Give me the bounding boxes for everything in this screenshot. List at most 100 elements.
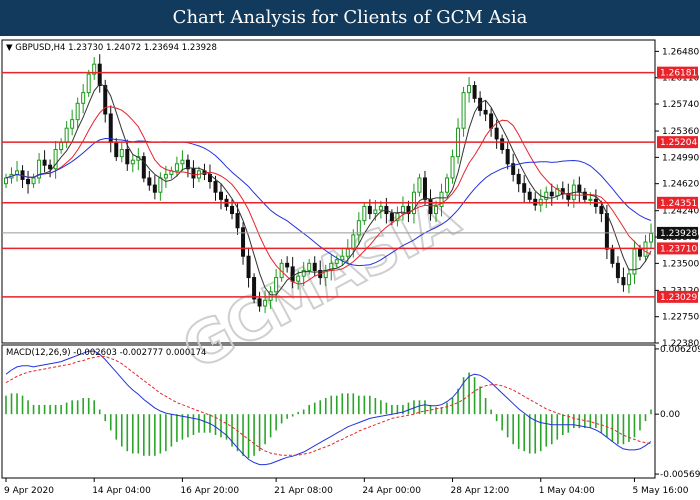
candle-body xyxy=(478,97,483,111)
candle-body xyxy=(467,85,472,94)
candle-body xyxy=(621,277,626,286)
time-tick-label: 28 Apr 12:00 xyxy=(451,486,510,496)
price-tick-label: 1.26480 xyxy=(662,47,699,57)
candle-body xyxy=(296,275,301,282)
price-tick-label: 1.25360 xyxy=(662,127,699,137)
candle-body xyxy=(125,149,130,165)
ma-slow-line xyxy=(5,137,652,267)
level-tag xyxy=(657,136,698,149)
candle-body xyxy=(461,92,466,129)
candle-body xyxy=(494,127,499,140)
candle-body xyxy=(174,163,179,172)
time-tick-label: 9 Apr 2020 xyxy=(4,486,54,496)
macd-info-label: MACD(12,26,9) -0.002603 -0.002777 0.0001… xyxy=(6,348,206,358)
candle-body xyxy=(257,298,262,307)
level-tag xyxy=(657,242,698,255)
level-tag xyxy=(657,196,698,209)
candle-body xyxy=(626,273,631,286)
candle-body xyxy=(86,73,91,94)
candle-body xyxy=(26,178,31,185)
candle-body xyxy=(516,173,521,185)
price-tick-label: 1.22380 xyxy=(662,339,699,349)
macd-tick-label: 0.00 xyxy=(660,410,680,420)
candle-body xyxy=(97,63,102,87)
price-tick-label: 1.23500 xyxy=(662,259,699,269)
candle-body xyxy=(191,168,196,179)
candle-body xyxy=(130,159,135,165)
level-label: 1.26181 xyxy=(660,69,697,79)
candle-body xyxy=(285,262,290,268)
candle-body xyxy=(483,109,488,115)
candle-body xyxy=(505,149,510,165)
candle-body xyxy=(147,177,152,186)
time-tick-label: 5 May 16:00 xyxy=(632,486,688,496)
candle-body xyxy=(81,92,86,104)
candle-body xyxy=(42,159,47,166)
candle-body xyxy=(219,191,223,200)
candle-body xyxy=(158,177,163,193)
candle-body xyxy=(445,177,450,193)
candle-body xyxy=(362,205,367,222)
candle-body xyxy=(334,259,339,264)
candle-body xyxy=(632,248,637,275)
candle-body xyxy=(108,113,113,143)
price-tick-label: 1.24990 xyxy=(662,153,699,163)
candle-body xyxy=(48,164,53,170)
candle-body xyxy=(511,163,516,175)
time-tick-label: 1 May 04:00 xyxy=(539,486,595,496)
price-tick-label: 1.24240 xyxy=(662,207,699,217)
ma-5-line xyxy=(5,83,652,296)
candle-body xyxy=(434,205,438,215)
candle-body xyxy=(649,232,653,243)
price-tick-label: 1.25740 xyxy=(662,100,699,110)
time-tick-label: 21 Apr 08:00 xyxy=(274,486,333,496)
price-tick-label: 1.24620 xyxy=(662,180,699,190)
candle-body xyxy=(588,198,593,201)
price-tick-label: 1.26110 xyxy=(662,74,699,84)
candle-body xyxy=(241,227,246,257)
level-label: 1.23029 xyxy=(660,293,697,303)
macd-pane-frame xyxy=(1,344,656,479)
candle-body xyxy=(119,149,124,158)
candle-body xyxy=(263,299,268,307)
candle-body xyxy=(400,205,405,215)
candle-body xyxy=(274,277,279,293)
level-label: 1.25204 xyxy=(660,138,697,148)
candle-body xyxy=(268,291,273,301)
candle-body xyxy=(450,156,455,179)
candle-body xyxy=(59,141,64,151)
symbol-info-label: ▼ GBPUSD,H4 1.23730 1.24072 1.23694 1.23… xyxy=(6,43,217,53)
candle-body xyxy=(103,85,108,115)
time-tick-label: 16 Apr 20:00 xyxy=(180,486,239,496)
candle-body xyxy=(522,183,527,193)
candle-body xyxy=(230,205,235,215)
candle-body xyxy=(351,234,356,250)
candle-body xyxy=(610,248,615,264)
time-tick-label: 14 Apr 04:00 xyxy=(92,486,151,496)
candle-body xyxy=(290,266,295,282)
macd-tick-label: -0.005698 xyxy=(660,470,700,480)
candle-body xyxy=(615,262,620,279)
candle-body xyxy=(312,262,317,271)
candle-body xyxy=(439,191,444,207)
candle-body xyxy=(367,205,372,215)
candle-body xyxy=(417,177,422,193)
candle-body xyxy=(422,177,427,200)
current-price-tag xyxy=(657,226,698,239)
candle-body xyxy=(373,209,378,215)
candle-body xyxy=(604,213,609,250)
price-tick-label: 1.22750 xyxy=(662,313,699,323)
candle-body xyxy=(152,184,157,193)
level-label: 1.24351 xyxy=(660,199,697,209)
candle-body xyxy=(213,181,218,193)
macd-signal-line xyxy=(5,355,652,456)
candle-body xyxy=(577,184,582,193)
candle-body xyxy=(75,102,80,121)
level-label: 1.23710 xyxy=(660,244,697,254)
ma-fast-line xyxy=(5,106,652,285)
candle-body xyxy=(599,205,604,215)
candle-body xyxy=(70,119,75,129)
candle-body xyxy=(489,113,494,129)
